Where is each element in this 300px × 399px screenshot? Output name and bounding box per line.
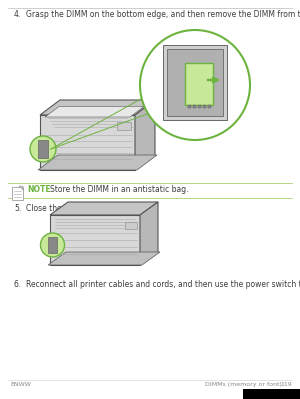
Circle shape [40, 233, 64, 257]
FancyBboxPatch shape [125, 222, 137, 229]
Polygon shape [135, 100, 155, 170]
Text: DIMMs (memory or font): DIMMs (memory or font) [205, 382, 282, 387]
FancyBboxPatch shape [193, 105, 196, 108]
Text: 4.: 4. [14, 10, 21, 19]
FancyBboxPatch shape [188, 105, 191, 108]
FancyBboxPatch shape [198, 105, 201, 108]
Text: ENWW: ENWW [10, 382, 31, 387]
FancyBboxPatch shape [185, 63, 213, 105]
Circle shape [140, 30, 250, 140]
FancyBboxPatch shape [163, 45, 227, 120]
Polygon shape [45, 107, 144, 117]
FancyBboxPatch shape [167, 49, 223, 116]
Text: Grasp the DIMM on the bottom edge, and then remove the DIMM from the printer.: Grasp the DIMM on the bottom edge, and t… [26, 10, 300, 19]
Text: 6.: 6. [14, 280, 21, 289]
Polygon shape [140, 202, 158, 265]
FancyBboxPatch shape [117, 122, 131, 130]
FancyBboxPatch shape [48, 237, 57, 253]
Text: Reconnect all printer cables and cords, and then use the power switch to turn on: Reconnect all printer cables and cords, … [26, 280, 300, 289]
Text: NOTE: NOTE [27, 185, 51, 194]
Text: 119: 119 [280, 382, 292, 387]
FancyBboxPatch shape [208, 105, 211, 108]
FancyBboxPatch shape [12, 187, 23, 200]
Polygon shape [50, 202, 158, 215]
Polygon shape [50, 215, 140, 265]
Text: Store the DIMM in an antistatic bag.: Store the DIMM in an antistatic bag. [50, 185, 188, 194]
Circle shape [30, 136, 56, 162]
Polygon shape [40, 100, 155, 115]
Polygon shape [19, 186, 23, 190]
FancyBboxPatch shape [38, 140, 48, 158]
FancyBboxPatch shape [243, 389, 300, 399]
Polygon shape [38, 155, 157, 170]
Polygon shape [48, 252, 160, 265]
Text: Close the DIMM door.: Close the DIMM door. [26, 204, 107, 213]
FancyBboxPatch shape [203, 105, 206, 108]
Polygon shape [40, 115, 135, 170]
Text: 5.: 5. [14, 204, 21, 213]
